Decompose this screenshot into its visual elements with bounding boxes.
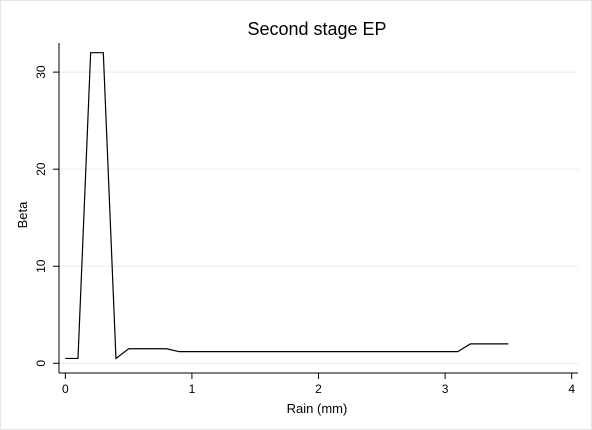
- y-tick-label: 10: [34, 259, 48, 273]
- series-line: [65, 52, 509, 360]
- x-tick-label: 3: [442, 382, 449, 396]
- tick-labels: 0 1 2 3 4 0 10 20 30: [34, 65, 575, 396]
- y-tick-label: 0: [34, 360, 48, 367]
- x-tick-label: 0: [62, 382, 69, 396]
- x-tick-label: 2: [315, 382, 322, 396]
- x-tick-label: 4: [568, 382, 575, 396]
- series-layer: [65, 52, 509, 360]
- y-tick-label: 30: [34, 65, 48, 79]
- y-axis-label: Beta: [15, 201, 30, 229]
- gridlines: [59, 71, 578, 364]
- y-tick-label: 20: [34, 162, 48, 176]
- x-axis-label: Rain (mm): [287, 401, 348, 416]
- chart-title: Second stage EP: [247, 19, 386, 39]
- axes: [53, 43, 578, 379]
- x-tick-label: 1: [189, 382, 196, 396]
